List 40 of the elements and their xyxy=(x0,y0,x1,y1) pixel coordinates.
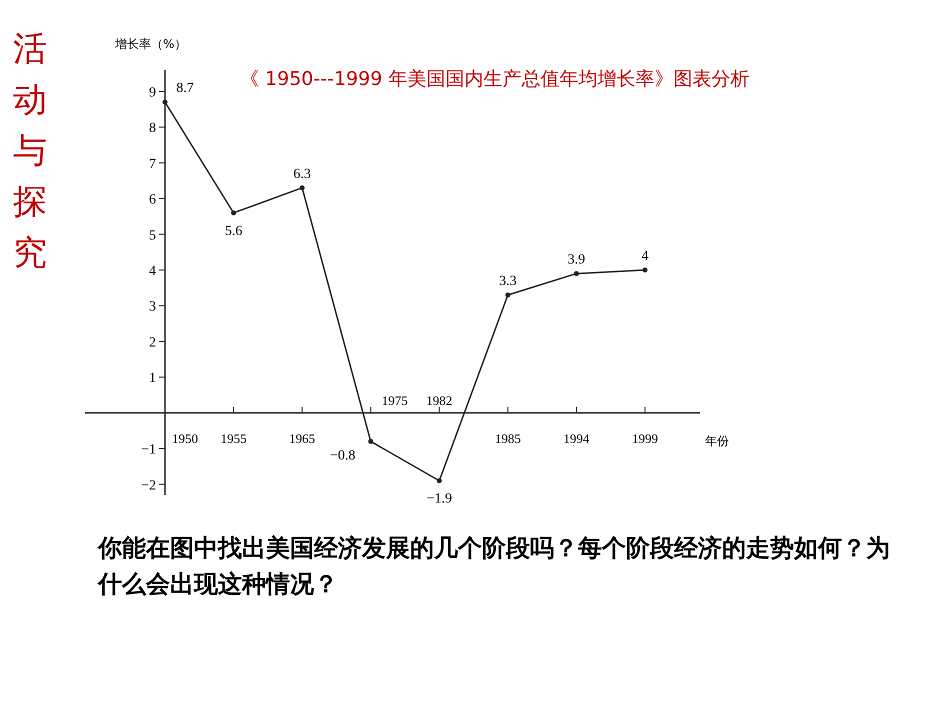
point xyxy=(436,478,442,484)
x-axis-title: 年份 xyxy=(705,434,729,448)
chart-title: 《 1950---1999 年美国国内生产总值年均增长率》图表分析 xyxy=(240,68,750,90)
point xyxy=(505,292,510,298)
y-tick-label: −1 xyxy=(141,442,156,458)
text: 你能在图中找出美国经济发展的几个阶段吗？每个阶段经济的走势如何？为什么会出现这种情况？ xyxy=(98,532,891,600)
y-tick-label: 5 xyxy=(149,228,156,244)
data-label: 8.7 xyxy=(176,81,194,96)
data-label: 3.9 xyxy=(568,252,586,268)
point xyxy=(162,100,168,105)
x-tick-label: 1985 xyxy=(494,430,521,446)
x-tick-label: 1975 xyxy=(382,392,408,408)
point xyxy=(231,210,236,216)
point xyxy=(368,438,374,444)
data-label: 4 xyxy=(642,249,648,264)
x-tick-label: 1999 xyxy=(632,430,658,446)
point xyxy=(642,268,648,272)
data-label: −0.8 xyxy=(330,448,356,464)
data-label: 5.6 xyxy=(224,224,242,239)
y-tick-label: 8 xyxy=(149,121,156,136)
x-tick-label: 1965 xyxy=(289,430,316,446)
x-tick-label: 1955 xyxy=(220,430,247,446)
y-tick-label: 6 xyxy=(149,192,156,208)
y-axis-title: 增长率（%） xyxy=(114,37,186,51)
point xyxy=(300,185,305,190)
x-tick-label: 1994 xyxy=(563,430,590,446)
y-tick-label: 7 xyxy=(149,156,156,172)
point xyxy=(574,271,579,276)
data-label: −1.9 xyxy=(426,492,452,507)
x-tick-label: 1950 xyxy=(172,430,198,446)
y-tick-label: 1 xyxy=(149,371,156,386)
y-tick-label: 9 xyxy=(149,85,156,100)
y-tick-label: 4 xyxy=(149,264,156,279)
y-tick-label: 3 xyxy=(149,300,156,315)
x-tick-label: 1982 xyxy=(426,392,452,408)
data-label: 3.3 xyxy=(499,274,517,289)
data-label: 6.3 xyxy=(293,166,311,182)
y-tick-label: −2 xyxy=(141,478,156,494)
text: 活动与探究 xyxy=(13,29,47,273)
y-tick-label: 2 xyxy=(149,335,156,350)
